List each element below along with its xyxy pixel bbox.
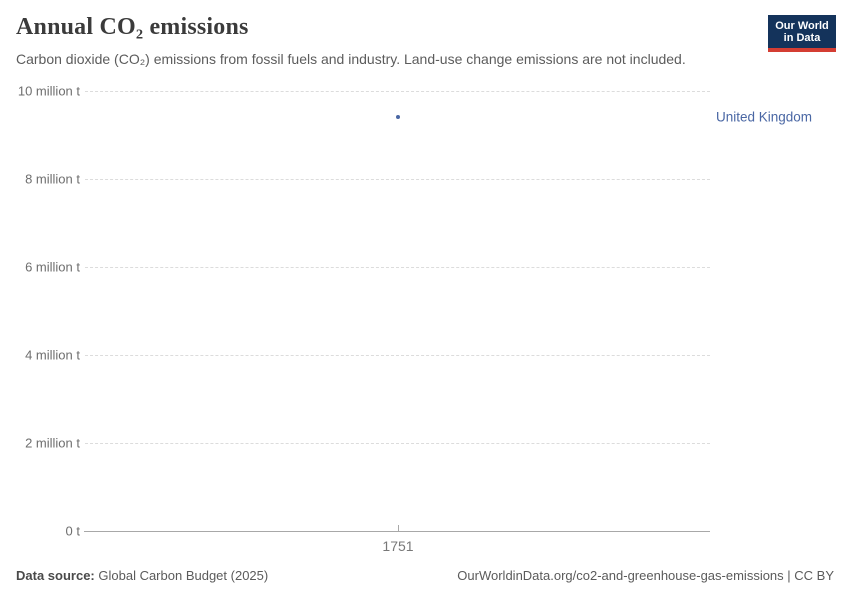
gridline [85, 267, 710, 268]
x-axis-line [84, 531, 710, 532]
gridline [85, 91, 710, 92]
y-tick-label: 10 million t [17, 83, 80, 99]
y-tick-label: 2 million t [25, 435, 80, 451]
data-source-label: Data source: [16, 568, 95, 583]
y-tick-label: 4 million t [25, 347, 80, 363]
data-source-value: Global Carbon Budget (2025) [98, 568, 269, 583]
gridline [85, 443, 710, 444]
owid-logo-line1: Our World [775, 19, 829, 32]
y-tick-label: 6 million t [25, 259, 80, 275]
data-source: Data source: Global Carbon Budget (2025) [16, 568, 268, 583]
owid-logo-line2: in Data [783, 31, 821, 44]
series-label-united-kingdom[interactable]: United Kingdom [716, 109, 813, 125]
gridline [85, 355, 710, 356]
chart-footer: Data source: Global Carbon Budget (2025)… [16, 568, 834, 583]
chart-subtitle: Carbon dioxide (CO₂) emissions from foss… [16, 51, 686, 67]
footer-citation-link[interactable]: OurWorldinData.org/co2-and-greenhouse-ga… [457, 568, 834, 583]
x-tick-label: 1751 [382, 538, 414, 554]
y-tick-label: 0 t [65, 523, 80, 539]
owid-logo[interactable]: Our World in Data [768, 15, 836, 52]
gridline [85, 179, 710, 180]
y-tick-label: 8 million t [25, 171, 80, 187]
x-axis-tick [398, 525, 399, 531]
data-point-united-kingdom[interactable] [396, 115, 400, 120]
chart-title: Annual CO₂ emissions [16, 14, 249, 40]
